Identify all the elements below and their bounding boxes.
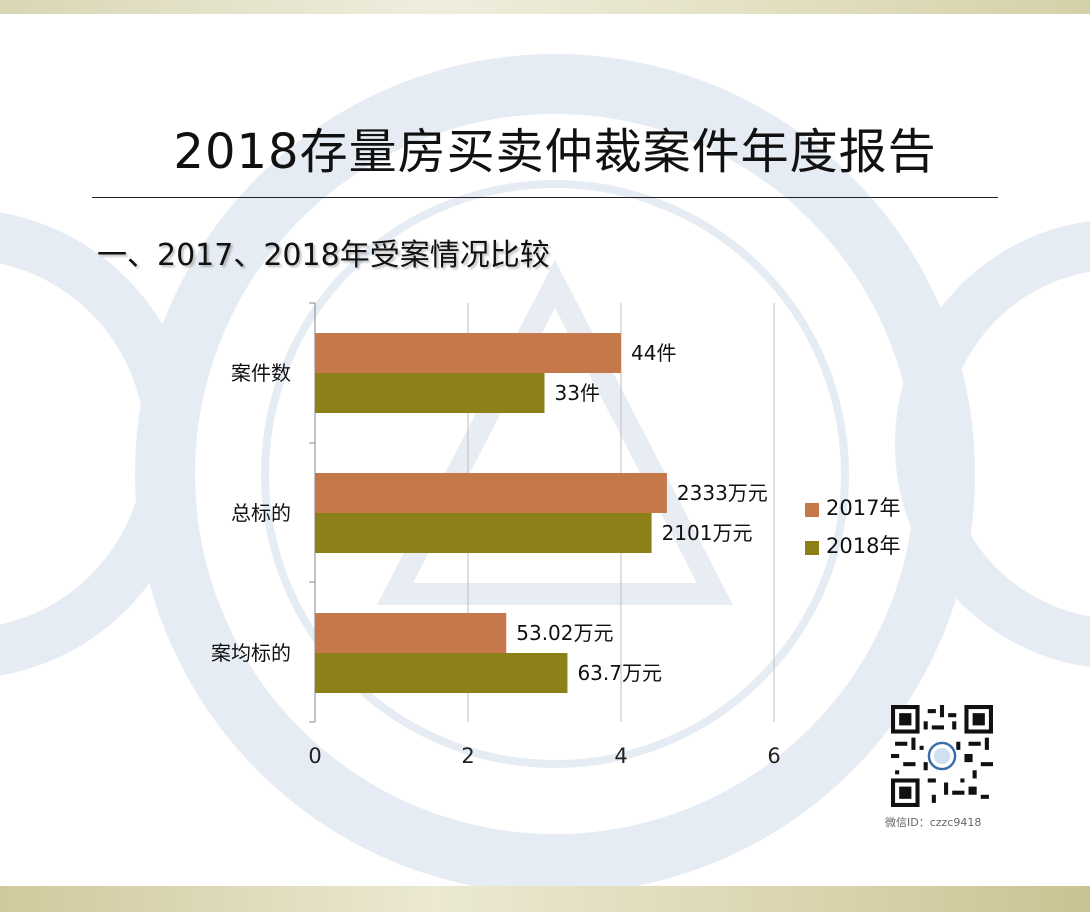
slide-title: 2018存量房买卖仲裁案件年度报告 (173, 124, 937, 180)
category-label: 案均标的 (211, 641, 291, 665)
x-tick-label: 0 (308, 744, 321, 768)
bar-2018 (315, 513, 652, 553)
data-label: 2101万元 (662, 521, 753, 545)
bar-2017 (315, 473, 667, 513)
x-tick-label: 6 (767, 744, 780, 768)
data-label: 33件 (555, 381, 600, 405)
bottom-decorative-band (0, 886, 1090, 912)
data-label: 63.7万元 (577, 661, 662, 685)
data-label: 2333万元 (677, 481, 768, 505)
legend-swatch (805, 541, 819, 555)
bar-2018 (315, 373, 545, 413)
legend-label: 2017年 (826, 496, 900, 520)
x-tick-label: 2 (461, 744, 474, 768)
x-tick-label: 4 (614, 744, 627, 768)
arbitration-commission-seal-watermark (0, 54, 1090, 886)
wechat-qr-code (891, 705, 993, 807)
bar-2018 (315, 653, 568, 693)
data-label: 53.02万元 (516, 621, 613, 645)
legend-swatch (805, 503, 819, 517)
wechat-id-caption: 微信ID：czzc9418 (885, 816, 982, 829)
data-label: 44件 (631, 341, 676, 365)
title-divider (92, 197, 998, 198)
category-label: 案件数 (231, 361, 291, 385)
legend-label: 2018年 (826, 534, 900, 558)
category-label: 总标的 (231, 501, 291, 525)
section-subtitle: 一、2017、2018年受案情况比较 (97, 238, 550, 273)
bar-2017 (315, 613, 507, 653)
top-decorative-band (0, 0, 1090, 14)
bar-2017 (315, 333, 621, 373)
